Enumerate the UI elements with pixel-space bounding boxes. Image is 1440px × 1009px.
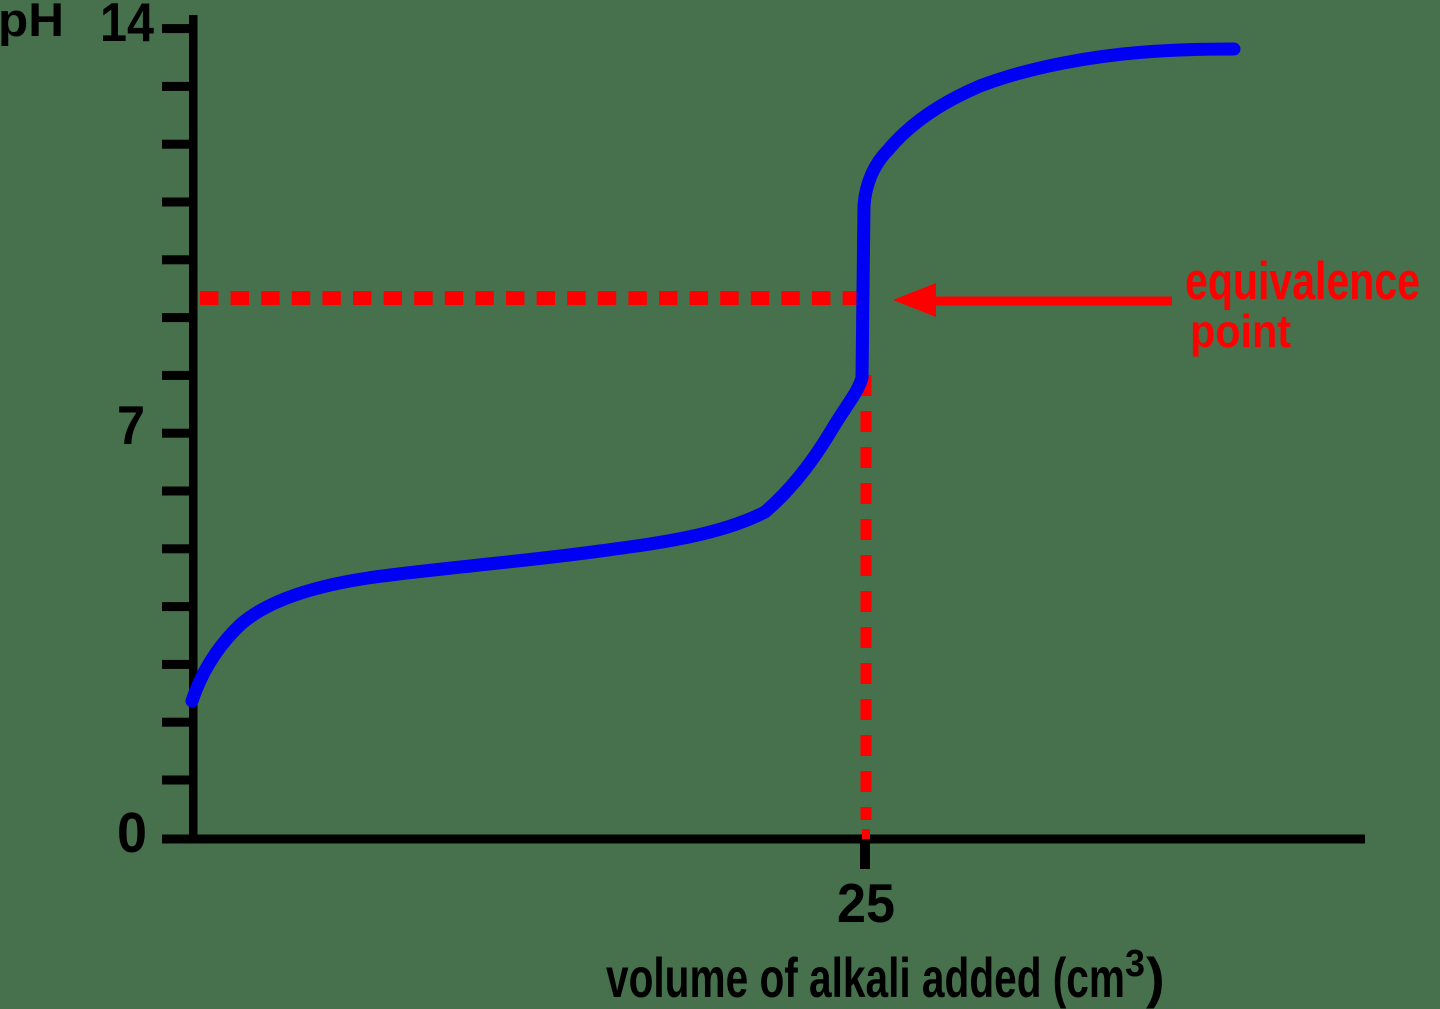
svg-text:point: point (1190, 305, 1291, 357)
svg-text:equivalence: equivalence (1185, 252, 1420, 311)
svg-text:3: 3 (1125, 943, 1145, 985)
svg-text:7: 7 (117, 394, 145, 456)
svg-text:14: 14 (100, 0, 154, 53)
svg-text:0: 0 (117, 801, 147, 865)
svg-text:): ) (1146, 946, 1165, 1009)
svg-text:pH: pH (0, 0, 64, 46)
svg-text:25: 25 (837, 872, 895, 934)
svg-text:volume of alkali added (cm: volume of alkali added (cm (606, 946, 1125, 1009)
